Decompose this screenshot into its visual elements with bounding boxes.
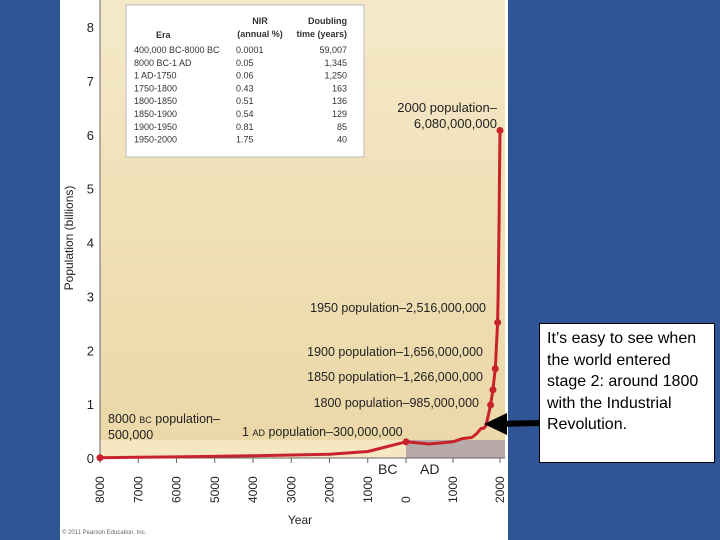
y-tick-label: 6 — [87, 128, 94, 143]
highlight-point — [494, 318, 502, 326]
table-cell-era: 1800-1850 — [134, 96, 177, 106]
table-cell-nir: 0.05 — [236, 58, 254, 68]
table-cell-era: 1900-1950 — [134, 122, 177, 132]
annotation-1850: 1850 population–1,266,000,000 — [307, 370, 483, 384]
y-axis-title: Population (billions) — [62, 186, 76, 291]
table-header-nir-1: NIR — [252, 16, 268, 26]
table-cell-era: 400,000 BC-8000 BC — [134, 45, 220, 55]
highlight-point — [496, 126, 504, 134]
x-tick-label: 1000 — [361, 476, 375, 503]
table-cell-nir: 1.75 — [236, 135, 254, 145]
x-tick-label: 2000 — [493, 476, 507, 503]
highlight-point — [489, 386, 497, 394]
table-cell-doubling: 1,345 — [324, 58, 347, 68]
nir-table-box — [125, 4, 365, 158]
annotation-1ad-era: AD — [252, 428, 265, 438]
table-cell-era: 1 AD-1750 — [134, 71, 177, 81]
highlight-point — [402, 438, 410, 446]
table-cell-nir: 0.06 — [236, 71, 254, 81]
x-tick-label: 4000 — [246, 476, 260, 503]
x-tick-label: 3000 — [284, 476, 298, 503]
x-tick-label: 7000 — [131, 476, 145, 503]
table-header-nir-2: (annual %) — [237, 29, 283, 39]
annotation-8000bc-line1: 8000 BC population– — [108, 412, 220, 426]
table-cell-doubling: 59,007 — [319, 45, 347, 55]
table-cell-doubling: 163 — [332, 83, 347, 93]
annotation-8000bc-rest: population– — [155, 412, 220, 426]
annotation-8000bc-era: BC — [139, 415, 152, 425]
highlight-points — [96, 126, 504, 462]
table-header-era: Era — [156, 30, 172, 40]
era-label-ad: AD — [420, 461, 439, 477]
table-cell-doubling: 136 — [332, 96, 347, 106]
annotation-1ad-rest: population–300,000,000 — [268, 425, 402, 439]
annotation-8000bc-line2: 500,000 — [108, 428, 153, 442]
table-header-doubling-1: Doubling — [308, 16, 347, 26]
x-tick-label: 2000 — [323, 476, 337, 503]
table-cell-era: 1750-1800 — [134, 83, 177, 93]
y-ticks: 0 1 2 3 4 5 6 7 8 — [87, 20, 94, 466]
highlight-point — [96, 454, 104, 462]
y-tick-label: 0 — [87, 451, 94, 466]
y-tick-label: 3 — [87, 289, 94, 304]
y-tick-label: 8 — [87, 20, 94, 35]
table-cell-era: 1950-2000 — [134, 135, 177, 145]
table-rows: 400,000 BC-8000 BC 0.0001 59,007 8000 BC-1 … — [134, 45, 347, 145]
y-tick-label: 1 — [87, 397, 94, 412]
highlight-point — [487, 401, 495, 409]
nir-table: Era NIR (annual %) Doubling time (years)… — [125, 4, 365, 158]
annotation-1800: 1800 population–985,000,000 — [314, 396, 479, 410]
table-cell-doubling: 129 — [332, 109, 347, 119]
annotation-2000-line1: 2000 population– — [397, 100, 498, 115]
x-tick-label: 0 — [399, 496, 413, 503]
table-cell-doubling: 1,250 — [324, 71, 347, 81]
copyright-credit: © 2011 Pearson Education, Inc. — [62, 529, 147, 536]
table-cell-doubling: 40 — [337, 135, 347, 145]
table-cell-nir: 0.51 — [236, 96, 254, 106]
annotation-1ad: 1 AD population–300,000,000 — [242, 425, 403, 439]
table-cell-era: 1850-1900 — [134, 109, 177, 119]
table-cell-era: 8000 BC-1 AD — [134, 58, 192, 68]
x-tick-label: 6000 — [170, 476, 184, 503]
era-label-bc: BC — [378, 461, 397, 477]
table-header-doubling-2: time (years) — [296, 29, 347, 39]
y-tick-label: 5 — [87, 182, 94, 197]
x-tick-label: 5000 — [208, 476, 222, 503]
table-cell-doubling: 85 — [337, 122, 347, 132]
y-tick-label: 4 — [87, 236, 94, 251]
annotation-1900: 1900 population–1,656,000,000 — [307, 345, 483, 359]
table-cell-nir: 0.54 — [236, 109, 254, 119]
callout-box: It’s easy to see when the world entered … — [539, 323, 715, 463]
annotation-2000-line2: 6,080,000,000 — [414, 116, 497, 131]
y-tick-label: 7 — [87, 74, 94, 89]
x-tick-label: 1000 — [446, 476, 460, 503]
annotation-8000bc-num: 8000 — [108, 412, 136, 426]
annotation-1950: 1950 population–2,516,000,000 — [310, 301, 486, 315]
population-series-line — [99, 130, 502, 460]
x-axis-title: Year — [288, 513, 312, 527]
x-tick-label: 8000 — [93, 476, 107, 503]
x-ticks: 8000 7000 6000 5000 4000 3000 2000 1000 0 1000 200… — [93, 458, 507, 503]
table-cell-nir: 0.43 — [236, 83, 254, 93]
table-cell-nir: 0.0001 — [236, 45, 264, 55]
y-tick-label: 2 — [87, 343, 94, 358]
table-cell-nir: 0.81 — [236, 122, 254, 132]
annotation-1ad-num: 1 — [242, 425, 249, 439]
highlight-point — [491, 365, 499, 373]
